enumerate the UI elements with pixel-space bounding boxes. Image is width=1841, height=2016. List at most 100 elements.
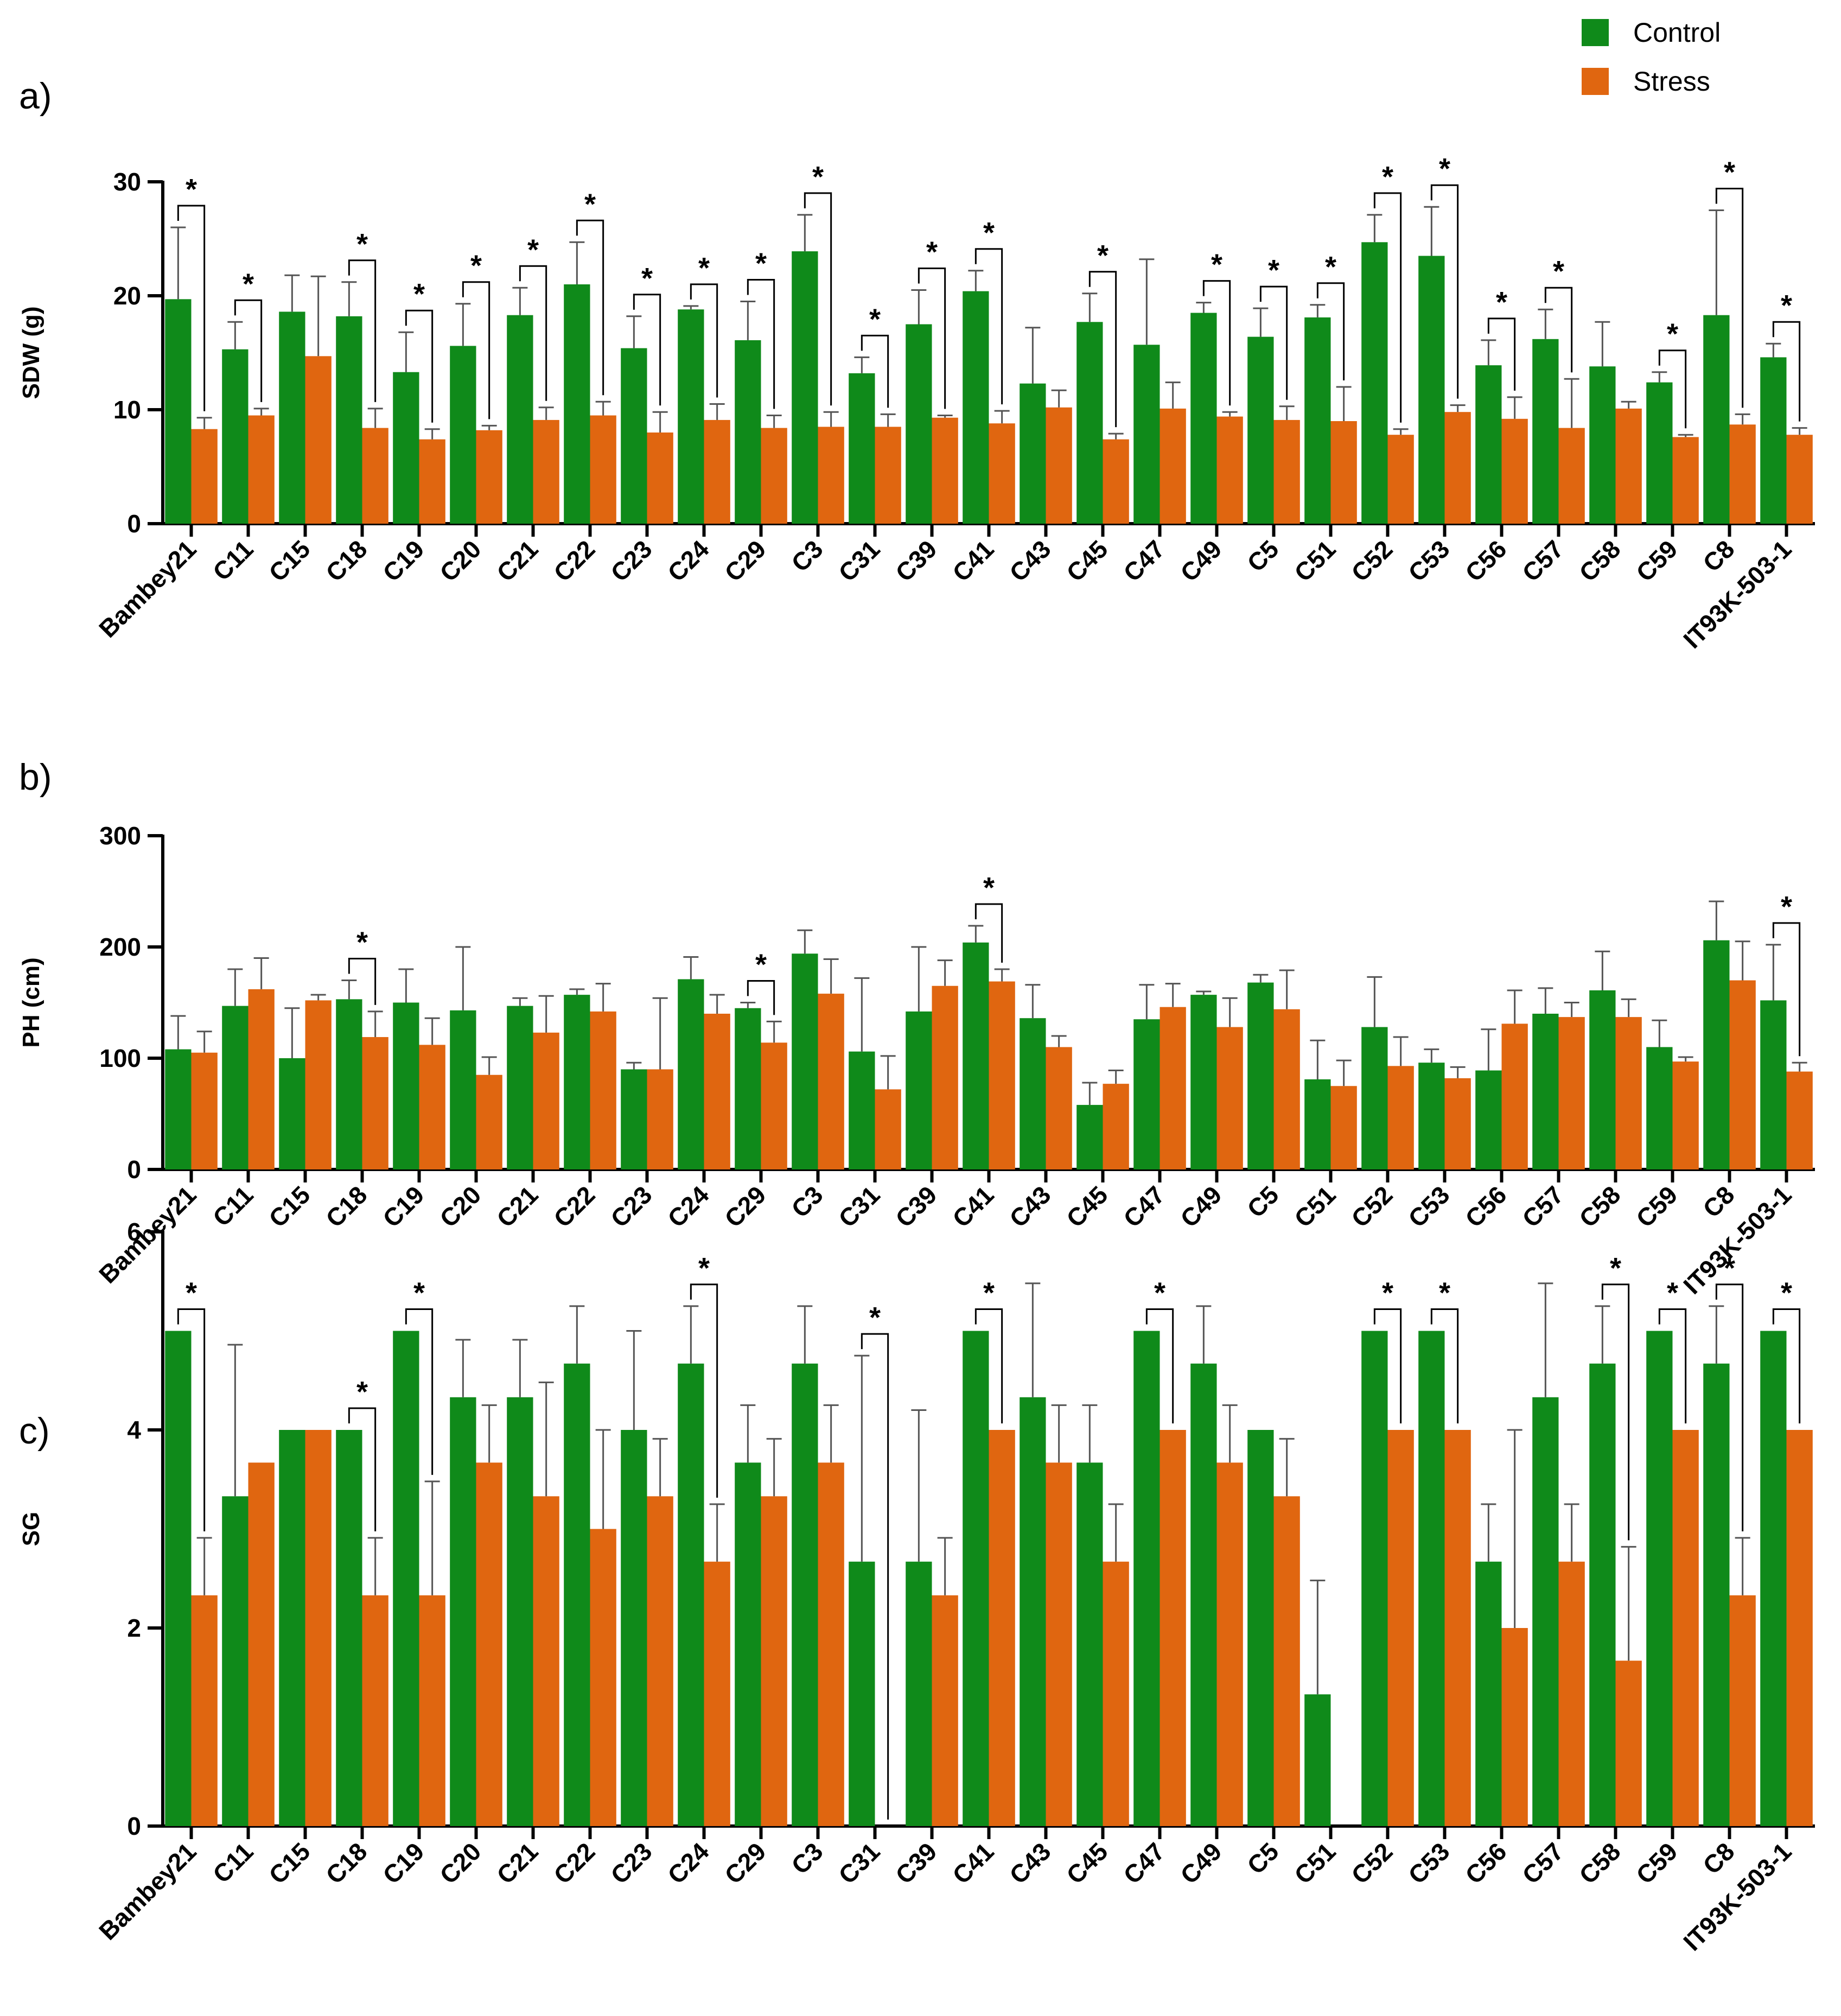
bar-stress-c59 xyxy=(1672,1061,1699,1169)
x-tick-label-c57: C57 xyxy=(1517,1180,1569,1232)
x-tick-label-c22: C22 xyxy=(548,535,600,587)
significance-star-c31: * xyxy=(869,303,881,335)
significance-star-c19: * xyxy=(413,1277,425,1309)
bar-control-c21 xyxy=(507,1397,533,1826)
bar-control-c51 xyxy=(1304,1079,1331,1169)
panel-a-sdw: a) SDW (g) 0 10 20 30 Bambey21 * C11 * C15 C18 * C19 *… xyxy=(18,75,1815,654)
x-tick-label-c47: C47 xyxy=(1118,1180,1170,1232)
x-tick-label-c31: C31 xyxy=(833,1837,885,1889)
bar-control-c47 xyxy=(1133,345,1160,524)
bar-control-c15 xyxy=(279,311,305,524)
significance-bracket-c19 xyxy=(405,309,434,423)
x-tick-label-c19: C19 xyxy=(377,535,429,587)
y-axis-title: SDW (g) xyxy=(18,306,44,399)
significance-star-c22: * xyxy=(584,188,596,220)
significance-bracket-c41 xyxy=(974,1308,1003,1423)
bar-control-c8 xyxy=(1703,315,1730,524)
x-tick-label-c47: C47 xyxy=(1118,535,1170,587)
x-tick-label-c39: C39 xyxy=(890,1837,942,1889)
bar-control-it93k-503-1 xyxy=(1760,1000,1787,1169)
x-tick-label-c21: C21 xyxy=(491,1180,543,1232)
bar-control-c52 xyxy=(1361,1331,1388,1826)
significance-bracket-c5 xyxy=(1259,285,1288,400)
significance-bracket-it93k-503-1 xyxy=(1772,922,1801,1057)
bar-stress-c18 xyxy=(362,1595,388,1826)
bar-control-c11 xyxy=(222,349,249,524)
x-tick-label-c45: C45 xyxy=(1061,1837,1113,1889)
bar-control-c31 xyxy=(849,1051,875,1169)
x-tick-label-c29: C29 xyxy=(719,1837,771,1889)
significance-star-c49: * xyxy=(1211,249,1222,281)
bar-control-c24 xyxy=(678,979,704,1169)
x-tick-label-bambey21: Bambey21 xyxy=(93,535,202,643)
significance-star-c58: * xyxy=(1610,1252,1621,1284)
bar-control-c18 xyxy=(336,1430,362,1826)
x-tick-label-c5: C5 xyxy=(1241,535,1284,577)
bar-stress-c5 xyxy=(1273,1009,1300,1169)
bar-control-c57 xyxy=(1532,339,1559,524)
bar-control-c59 xyxy=(1646,1047,1673,1169)
significance-bracket-c41 xyxy=(974,248,1003,405)
significance-star-c11: * xyxy=(243,268,254,300)
bar-stress-c29 xyxy=(761,428,787,524)
bar-control-c49 xyxy=(1190,1363,1217,1826)
bar-stress-c24 xyxy=(704,1014,730,1169)
significance-star-bambey21: * xyxy=(186,173,197,206)
bar-control-c3 xyxy=(792,953,818,1169)
x-tick-label-c11: C11 xyxy=(207,535,259,586)
bar-control-c15 xyxy=(279,1430,305,1826)
x-tick-label-c41: C41 xyxy=(947,1837,999,1889)
bar-control-c20 xyxy=(450,1010,476,1169)
bar-stress-c24 xyxy=(704,419,730,524)
panel-label: a) xyxy=(19,75,52,117)
bar-stress-c41 xyxy=(989,1430,1015,1826)
panel-label: c) xyxy=(19,1410,50,1452)
y-axis-title: SG xyxy=(18,1512,44,1547)
x-tick-label-c8: C8 xyxy=(1697,535,1740,577)
bar-stress-c45 xyxy=(1103,1084,1129,1169)
significance-bracket-c21 xyxy=(519,265,547,401)
x-tick-label-c5: C5 xyxy=(1241,1837,1284,1879)
panel-c-sg: c) SG 0 2 4 6 Bambey21 * C11 C15 C18 * C19 * C20 C21 C22… xyxy=(18,1218,1815,1956)
bar-control-c56 xyxy=(1475,365,1502,524)
significance-bracket-c18 xyxy=(348,259,377,402)
significance-star-c53: * xyxy=(1439,1277,1450,1309)
x-tick-label-c41: C41 xyxy=(947,1180,999,1232)
significance-bracket-c8 xyxy=(1715,188,1744,408)
x-tick-label-c3: C3 xyxy=(786,535,828,577)
bar-stress-c24 xyxy=(704,1561,730,1826)
bar-control-c18 xyxy=(336,999,362,1169)
bar-stress-c57 xyxy=(1558,1561,1585,1826)
significance-star-c23: * xyxy=(641,262,653,295)
significance-bracket-c47 xyxy=(1145,1308,1174,1423)
x-tick-label-c20: C20 xyxy=(434,1180,486,1232)
significance-star-c18: * xyxy=(356,926,368,959)
y-tick-label: 20 xyxy=(113,282,141,310)
significance-bracket-c57 xyxy=(1544,287,1573,373)
legend-label-stress: Stress xyxy=(1633,66,1710,97)
bar-stress-c31 xyxy=(875,1089,901,1169)
bar-stress-c56 xyxy=(1501,418,1528,524)
bar-stress-c20 xyxy=(476,430,502,524)
bar-control-c39 xyxy=(906,1561,932,1826)
bar-stress-c52 xyxy=(1387,1430,1414,1826)
significance-bracket-c41 xyxy=(974,903,1003,963)
bar-control-c41 xyxy=(963,291,989,524)
bar-control-c59 xyxy=(1646,382,1673,524)
significance-star-it93k-503-1: * xyxy=(1781,1277,1792,1309)
x-tick-label-c23: C23 xyxy=(605,1837,657,1889)
x-tick-label-c29: C29 xyxy=(719,535,771,587)
panel-b-ph: b) PH (cm) 0 100 200 300 Bambey21 C11 C15 C18 * C19… xyxy=(18,756,1815,1300)
bar-stress-c58 xyxy=(1615,1017,1642,1169)
bar-control-c15 xyxy=(279,1058,305,1169)
bar-stress-c5 xyxy=(1273,419,1300,524)
bar-stress-c53 xyxy=(1444,1430,1471,1826)
bar-stress-c23 xyxy=(647,433,673,524)
x-tick-label-bambey21: Bambey21 xyxy=(93,1837,202,1945)
bar-control-c24 xyxy=(678,1363,704,1826)
significance-bracket-c19 xyxy=(405,1308,434,1475)
significance-bracket-c24 xyxy=(690,283,718,398)
bar-control-c3 xyxy=(792,1363,818,1826)
bar-stress-c23 xyxy=(647,1496,673,1826)
bar-stress-c8 xyxy=(1729,980,1756,1169)
